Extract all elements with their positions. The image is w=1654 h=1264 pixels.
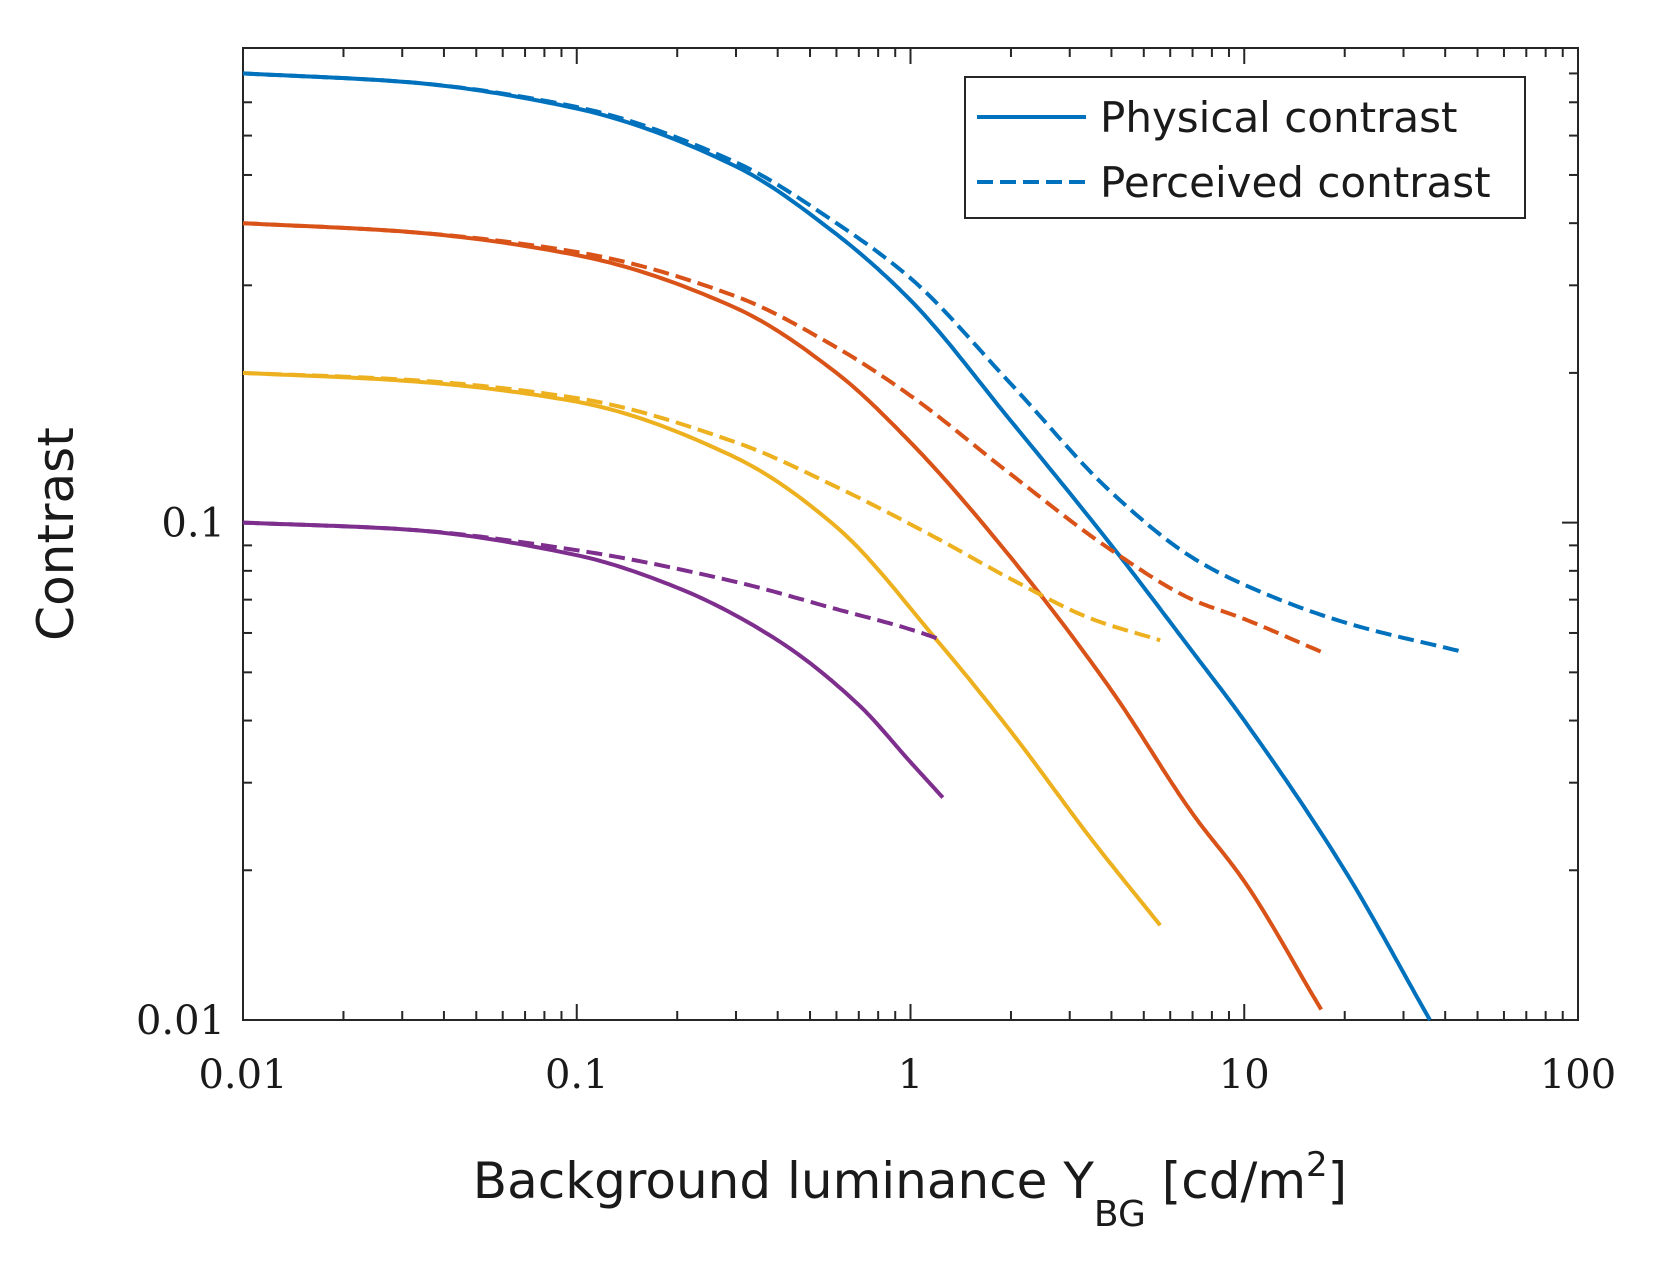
x-axis-label-subscript: BG [1094, 1194, 1146, 1235]
legend-label-physical: Physical contrast [1100, 93, 1457, 142]
x-axis-label-unit: [cd/m [1146, 1152, 1306, 1210]
x-tick-label: 100 [1540, 1052, 1616, 1098]
y-tick-label: 0.01 [136, 998, 225, 1044]
series-line-6-dashed [242, 370, 1161, 643]
legend-label-perceived: Perceived contrast [1100, 158, 1491, 207]
series-line-2-dashed [242, 71, 1463, 654]
x-tick-label: 0.1 [545, 1052, 609, 1098]
legend: Physical contrast Perceived contrast [964, 76, 1526, 219]
series-line-8-dashed [242, 520, 944, 643]
x-tick-labels: 0.01 0.1 1 10 100 [198, 1052, 1616, 1098]
legend-box [964, 76, 1526, 219]
series-line-4-dashed [242, 221, 1323, 654]
x-axis-label-main: Background luminance Y [473, 1152, 1095, 1210]
x-tick-label: 0.01 [198, 1052, 287, 1098]
y-axis-label: Contrast [27, 427, 85, 641]
x-axis-label-superscript: 2 [1306, 1145, 1328, 1185]
x-axis-label-unit-close: ] [1328, 1152, 1348, 1210]
data-series [242, 71, 1463, 1021]
x-axis-label: Background luminance YBG [cd/m2] [473, 1145, 1347, 1235]
x-tick-label: 1 [898, 1052, 923, 1098]
y-tick-label: 0.1 [161, 501, 225, 547]
x-tick-label: 10 [1219, 1052, 1270, 1098]
y-tick-labels: 0.01 0.1 [136, 501, 225, 1044]
